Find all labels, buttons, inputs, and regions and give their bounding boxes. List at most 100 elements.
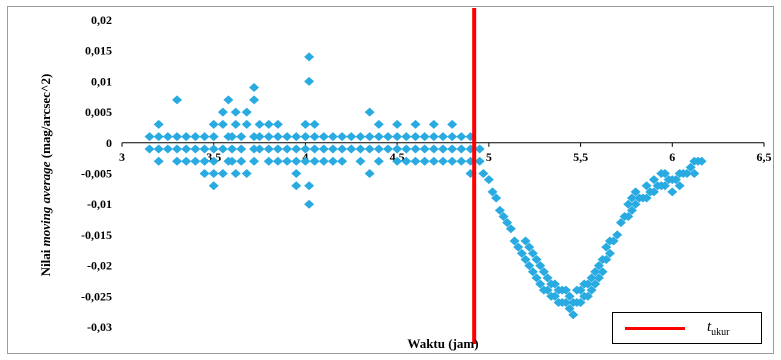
data-point [355, 132, 366, 142]
data-point [641, 181, 652, 191]
data-point [447, 156, 458, 166]
data-point [593, 273, 604, 283]
data-point [575, 297, 586, 307]
data-point [263, 144, 274, 154]
data-point [199, 169, 210, 178]
data-point [172, 144, 183, 154]
data-point [659, 181, 670, 191]
data-point [438, 144, 448, 154]
data-point [410, 144, 421, 154]
data-point [364, 144, 375, 154]
data-point [419, 156, 430, 166]
data-point [223, 95, 234, 105]
data-point [685, 162, 696, 172]
data-point [318, 144, 329, 154]
data-point [300, 144, 311, 154]
data-point [199, 156, 210, 166]
data-point [487, 187, 498, 197]
data-point [208, 181, 219, 191]
data-point [626, 193, 637, 203]
data-point [144, 144, 155, 154]
y-tick-label: 0,015 [85, 44, 112, 58]
data-point [236, 156, 247, 166]
data-point [524, 261, 535, 271]
x-tick-label: 6 [669, 150, 675, 164]
data-point [382, 132, 393, 142]
x-tick-label: 5,5 [573, 150, 588, 164]
data-point [527, 248, 538, 258]
data-point [181, 144, 192, 154]
data-point [153, 119, 164, 129]
data-point [230, 107, 241, 117]
y-tick-label: -0,015 [81, 228, 112, 242]
data-point [217, 119, 228, 129]
data-point [428, 156, 439, 166]
data-point [608, 236, 619, 246]
data-point [549, 279, 560, 289]
data-point [162, 144, 173, 154]
data-point [208, 119, 219, 129]
y-axis-title-prefix: Nilai [38, 246, 53, 276]
data-point [304, 76, 315, 86]
data-point [392, 119, 403, 129]
x-tick-label: 5 [486, 150, 492, 164]
data-point [623, 199, 634, 209]
legend-label-subscript: ukur [711, 327, 730, 338]
data-point [291, 156, 302, 166]
data-point [641, 193, 652, 203]
data-point [153, 156, 164, 166]
data-point [601, 242, 612, 252]
data-point [491, 193, 502, 203]
data-point [538, 267, 549, 277]
data-point [309, 119, 320, 129]
data-point [355, 156, 366, 166]
data-point [249, 156, 260, 166]
data-point [304, 199, 315, 209]
data-point [227, 144, 238, 154]
data-point [689, 169, 700, 178]
data-point [291, 169, 302, 178]
data-point [623, 211, 634, 221]
data-point [181, 156, 192, 166]
data-point [227, 132, 238, 142]
data-point [190, 156, 201, 166]
data-point [327, 156, 338, 166]
data-point [590, 279, 601, 289]
data-point [291, 132, 302, 142]
data-point [272, 119, 283, 129]
data-point [438, 156, 448, 166]
data-point [318, 132, 329, 142]
data-point [575, 285, 586, 295]
data-point [474, 156, 485, 166]
data-point [520, 254, 531, 264]
y-axis-title: Nilai moving average (mag/arcsec^2) [38, 74, 53, 277]
data-point [456, 156, 467, 166]
data-point [181, 132, 192, 142]
data-point [304, 181, 315, 191]
data-point [478, 169, 489, 178]
data-point [190, 132, 201, 142]
data-point [208, 144, 219, 154]
data-point [263, 119, 274, 129]
data-point [601, 254, 612, 264]
data-point [502, 218, 513, 228]
data-point [626, 205, 637, 215]
y-tick-label: -0,025 [81, 289, 112, 303]
data-point [373, 119, 384, 129]
data-point [667, 187, 678, 197]
data-point [568, 310, 579, 320]
data-point [513, 242, 524, 252]
data-point [327, 144, 338, 154]
y-tick-label: -0,005 [81, 167, 112, 181]
data-point [199, 144, 210, 154]
data-point [428, 144, 439, 154]
data-point [505, 224, 516, 234]
data-point [535, 261, 546, 271]
legend-line-swatch [625, 327, 685, 330]
data-point [327, 132, 338, 142]
data-point [401, 132, 412, 142]
data-point [364, 169, 375, 178]
data-point [659, 169, 670, 178]
data-point [527, 267, 538, 277]
